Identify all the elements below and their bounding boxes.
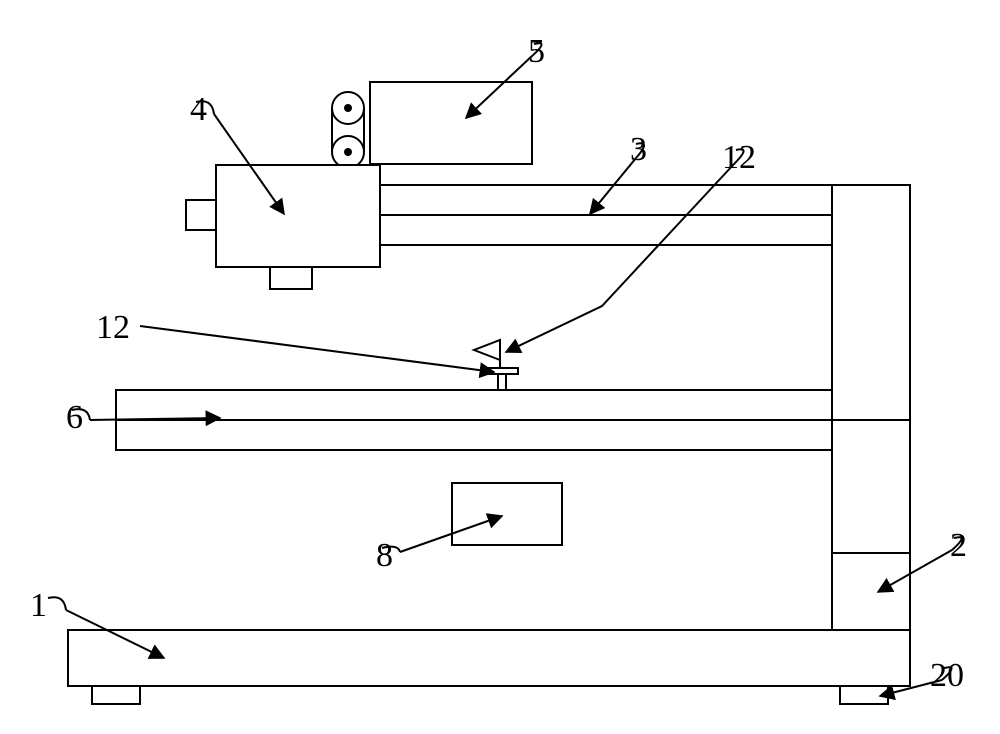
head-bottom-tab [270,267,312,289]
label-6: 6 [66,399,83,436]
label-8: 8 [376,537,393,574]
pulley-top-hub [344,104,352,112]
label-4: 4 [190,91,207,128]
head-box [216,165,380,267]
label-12b: 12 [96,309,130,346]
pin-flag [474,340,500,368]
motor-box [370,82,532,164]
pulley-bottom-hub [344,148,352,156]
control-panel [452,483,562,545]
label-1: 1 [30,587,47,624]
label-5: 5 [528,33,545,70]
head-left-tab [186,200,216,230]
diagram-canvas: 1234568121220 [0,0,1000,734]
leader-line-12b [140,326,494,372]
label-2: 2 [950,527,967,564]
base-plate [68,630,910,686]
label-3: 3 [630,131,647,168]
column [832,185,910,630]
foot-left [92,686,140,704]
label-20: 20 [930,657,964,694]
leader-hook-1 [48,597,66,610]
label-12a: 12 [722,139,756,176]
